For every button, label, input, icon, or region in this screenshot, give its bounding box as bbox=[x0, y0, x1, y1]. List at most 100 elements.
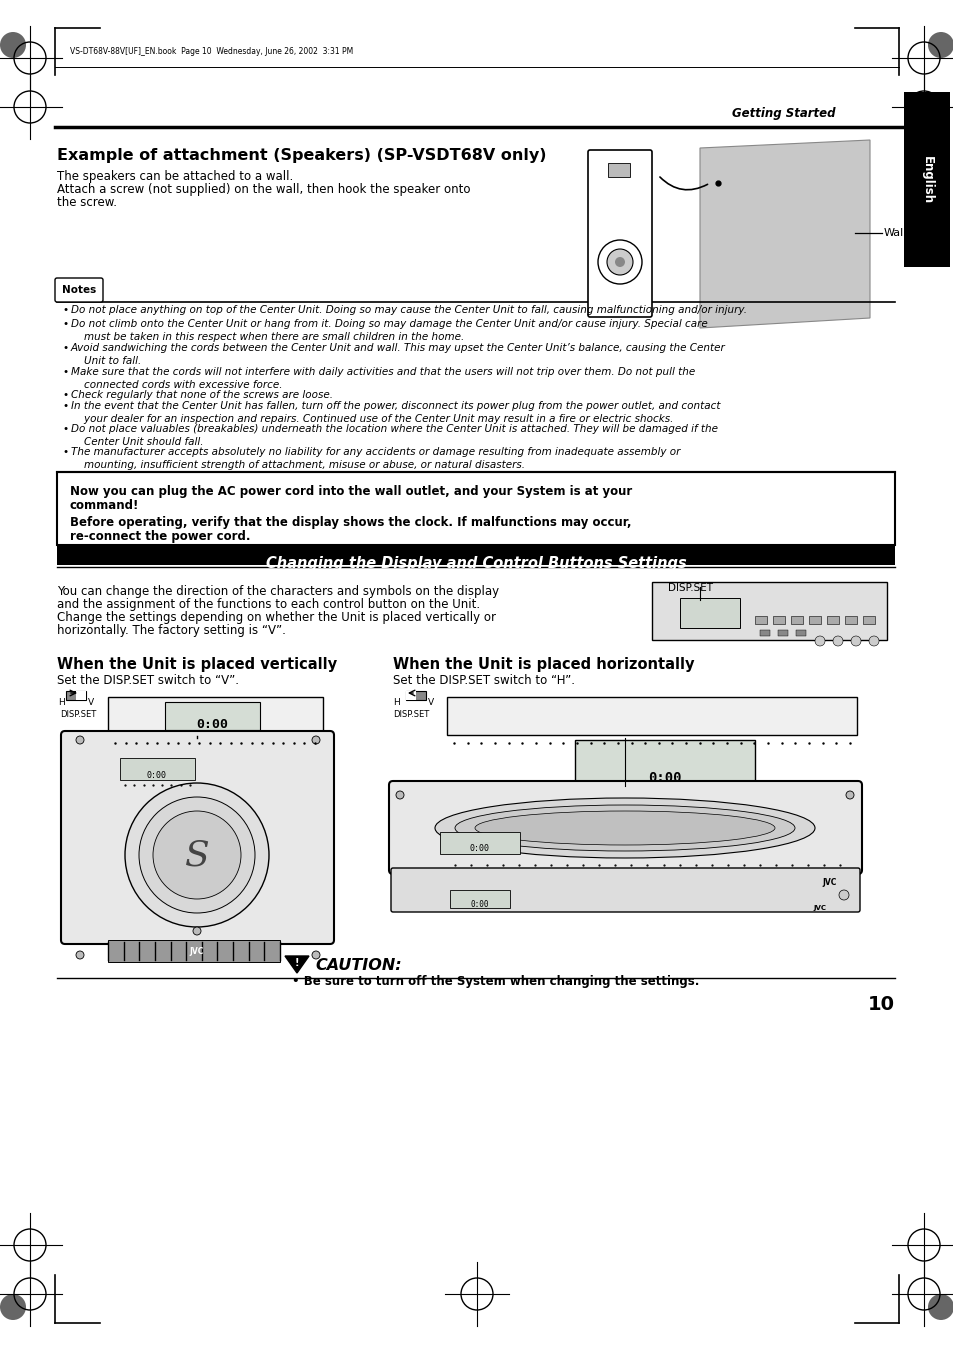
Circle shape bbox=[814, 636, 824, 646]
Text: VS-DT68V-88V[UF]_EN.book  Page 10  Wednesday, June 26, 2002  3:31 PM: VS-DT68V-88V[UF]_EN.book Page 10 Wednesd… bbox=[70, 47, 353, 57]
Bar bbox=[120, 758, 194, 780]
Circle shape bbox=[845, 790, 853, 798]
FancyBboxPatch shape bbox=[587, 150, 651, 317]
Ellipse shape bbox=[435, 798, 814, 858]
Text: DISP.SET: DISP.SET bbox=[667, 584, 712, 593]
Text: re-connect the power cord.: re-connect the power cord. bbox=[70, 530, 251, 543]
Bar bbox=[808, 616, 821, 624]
Bar bbox=[406, 690, 426, 700]
Circle shape bbox=[850, 636, 861, 646]
Bar bbox=[760, 630, 769, 636]
Bar bbox=[778, 630, 787, 636]
Circle shape bbox=[838, 890, 848, 900]
Circle shape bbox=[76, 951, 84, 959]
Bar bbox=[406, 690, 416, 700]
Text: S: S bbox=[185, 838, 209, 871]
Circle shape bbox=[868, 636, 878, 646]
Text: You can change the direction of the characters and symbols on the display: You can change the direction of the char… bbox=[57, 585, 498, 598]
Bar bbox=[754, 616, 766, 624]
Text: Changing the Display and Control Buttons Settings: Changing the Display and Control Buttons… bbox=[265, 557, 685, 571]
Circle shape bbox=[395, 790, 403, 798]
Text: DISP.SET: DISP.SET bbox=[393, 711, 429, 719]
Text: 0:00: 0:00 bbox=[147, 771, 167, 780]
Bar bbox=[826, 616, 838, 624]
Text: horizontally. The factory setting is “V”.: horizontally. The factory setting is “V”… bbox=[57, 624, 286, 638]
Text: •: • bbox=[62, 305, 68, 315]
Text: Do not place anything on top of the Center Unit. Doing so may cause the Center U: Do not place anything on top of the Cent… bbox=[71, 305, 746, 315]
Text: Notes: Notes bbox=[62, 285, 96, 295]
Bar bbox=[76, 690, 86, 700]
FancyBboxPatch shape bbox=[389, 781, 862, 874]
Text: Set the DISP.SET switch to “H”.: Set the DISP.SET switch to “H”. bbox=[393, 674, 575, 688]
Text: H: H bbox=[58, 698, 65, 707]
Ellipse shape bbox=[475, 811, 774, 844]
Circle shape bbox=[139, 797, 254, 913]
Text: 0:00: 0:00 bbox=[648, 771, 681, 785]
Text: Attach a screw (not supplied) on the wall, then hook the speaker onto: Attach a screw (not supplied) on the wal… bbox=[57, 182, 470, 196]
Text: JVC: JVC bbox=[821, 878, 837, 888]
Text: Set the DISP.SET switch to “V”.: Set the DISP.SET switch to “V”. bbox=[57, 674, 239, 688]
Text: the screw.: the screw. bbox=[57, 196, 117, 209]
Circle shape bbox=[845, 871, 853, 880]
Circle shape bbox=[395, 871, 403, 880]
Text: 10: 10 bbox=[867, 994, 894, 1015]
Text: !: ! bbox=[294, 958, 299, 969]
Text: • Be sure to turn off the System when changing the settings.: • Be sure to turn off the System when ch… bbox=[292, 975, 699, 988]
Circle shape bbox=[0, 32, 26, 58]
Circle shape bbox=[76, 736, 84, 744]
Bar bbox=[108, 697, 323, 735]
Bar bbox=[607, 163, 629, 177]
Bar bbox=[57, 471, 894, 544]
FancyBboxPatch shape bbox=[55, 278, 103, 303]
Text: DISP.SET: DISP.SET bbox=[60, 711, 96, 719]
Circle shape bbox=[0, 1294, 26, 1320]
Text: •: • bbox=[62, 343, 68, 353]
Bar bbox=[108, 940, 280, 962]
Bar bbox=[862, 616, 874, 624]
Bar bbox=[790, 616, 802, 624]
Text: 0:00: 0:00 bbox=[195, 717, 228, 731]
Text: JVC: JVC bbox=[190, 947, 204, 957]
Text: When the Unit is placed vertically: When the Unit is placed vertically bbox=[57, 657, 336, 671]
Polygon shape bbox=[285, 957, 309, 973]
Text: Wall: Wall bbox=[883, 228, 906, 238]
Text: •: • bbox=[62, 367, 68, 377]
Circle shape bbox=[193, 927, 201, 935]
Bar bbox=[679, 598, 740, 628]
Bar bbox=[165, 703, 260, 730]
Text: Now you can plug the AC power cord into the wall outlet, and your System is at y: Now you can plug the AC power cord into … bbox=[70, 485, 632, 499]
Text: 0:00: 0:00 bbox=[470, 844, 490, 852]
Text: The manufacturer accepts absolutely no liability for any accidents or damage res: The manufacturer accepts absolutely no l… bbox=[71, 447, 679, 470]
Circle shape bbox=[927, 32, 953, 58]
Bar bbox=[447, 697, 856, 735]
Text: CAUTION:: CAUTION: bbox=[314, 958, 401, 973]
Text: H: H bbox=[393, 698, 399, 707]
Text: command!: command! bbox=[70, 499, 139, 512]
Bar bbox=[66, 690, 86, 700]
Text: Make sure that the cords will not interfere with daily activities and that the u: Make sure that the cords will not interf… bbox=[71, 367, 695, 390]
Bar bbox=[844, 616, 856, 624]
Text: Check regularly that none of the screws are loose.: Check regularly that none of the screws … bbox=[71, 390, 333, 400]
Text: Getting Started: Getting Started bbox=[732, 107, 835, 119]
Circle shape bbox=[606, 249, 633, 276]
FancyBboxPatch shape bbox=[61, 731, 334, 944]
Text: Do not climb onto the Center Unit or hang from it. Doing so may damage the Cente: Do not climb onto the Center Unit or han… bbox=[71, 319, 707, 342]
Circle shape bbox=[615, 257, 624, 267]
Circle shape bbox=[125, 784, 269, 927]
Text: Avoid sandwiching the cords between the Center Unit and wall. This may upset the: Avoid sandwiching the cords between the … bbox=[71, 343, 725, 366]
Circle shape bbox=[312, 736, 319, 744]
Text: 0:00: 0:00 bbox=[470, 900, 489, 909]
Text: JVC: JVC bbox=[813, 905, 825, 911]
Text: •: • bbox=[62, 390, 68, 400]
Bar bbox=[903, 92, 949, 267]
Circle shape bbox=[152, 811, 241, 898]
Circle shape bbox=[598, 240, 641, 284]
Text: V: V bbox=[88, 698, 94, 707]
Circle shape bbox=[312, 951, 319, 959]
Circle shape bbox=[927, 1294, 953, 1320]
Bar bbox=[772, 616, 784, 624]
Text: Do not place valuables (breakables) underneath the location where the Center Uni: Do not place valuables (breakables) unde… bbox=[71, 424, 718, 447]
Text: and the assignment of the functions to each control button on the Unit.: and the assignment of the functions to e… bbox=[57, 598, 479, 611]
Text: English: English bbox=[920, 155, 933, 204]
Text: When the Unit is placed horizontally: When the Unit is placed horizontally bbox=[393, 657, 694, 671]
